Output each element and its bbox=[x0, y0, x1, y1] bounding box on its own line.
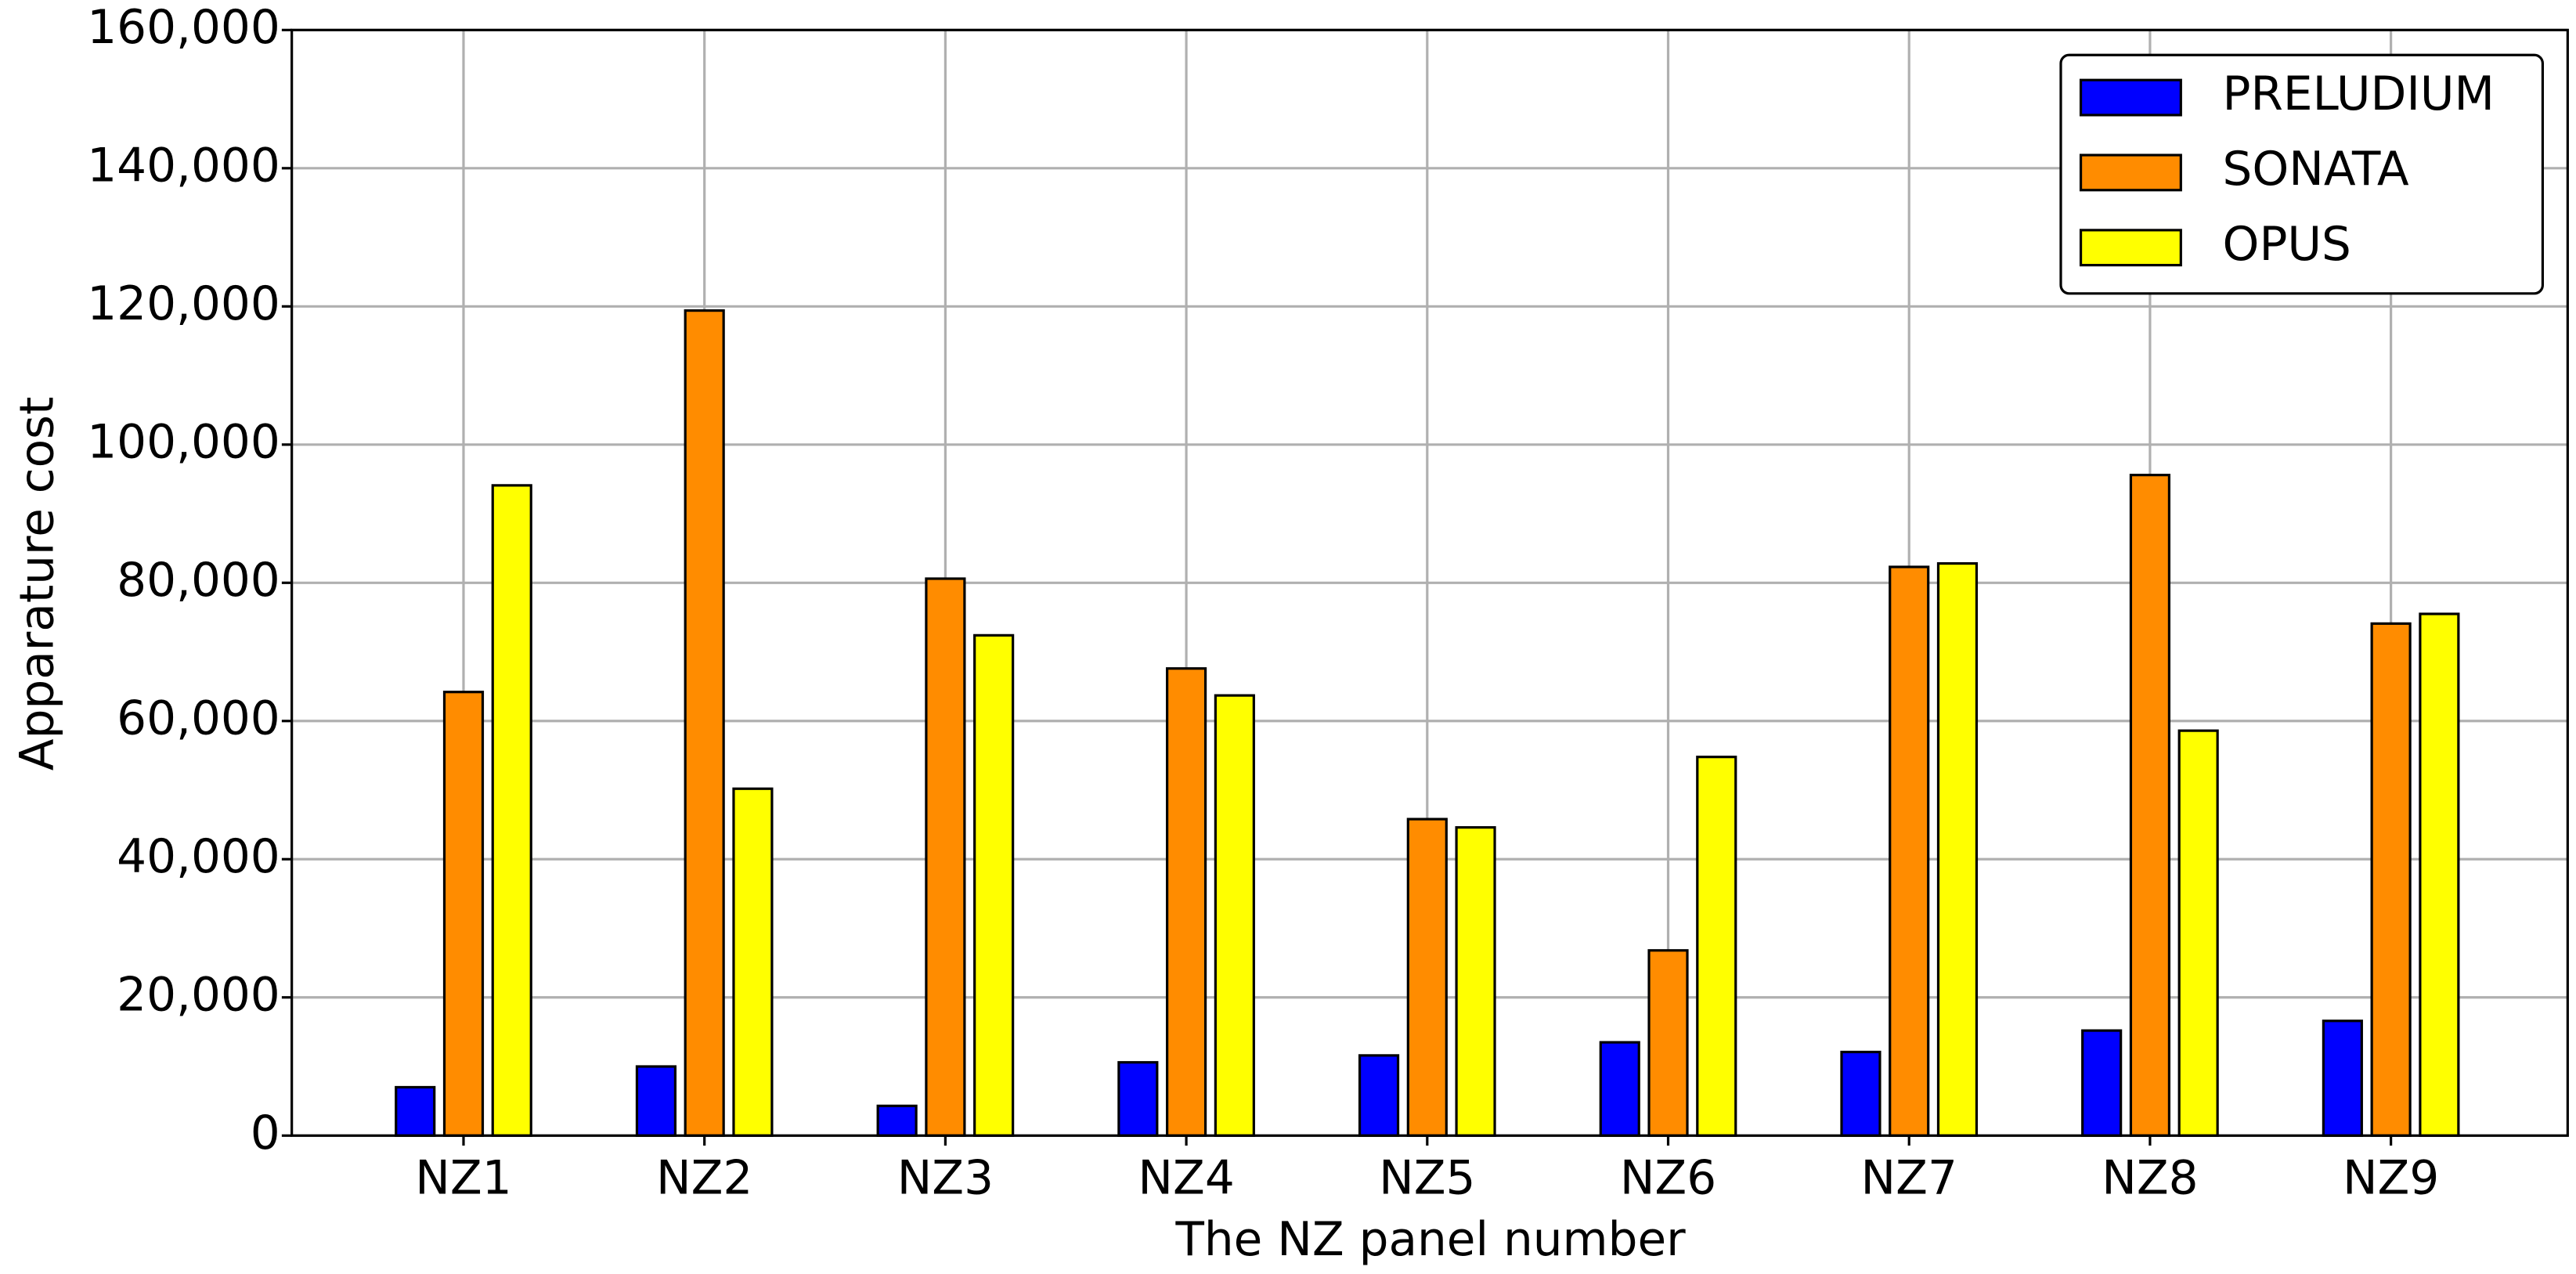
bar bbox=[2419, 612, 2460, 1137]
bar bbox=[2322, 1020, 2363, 1137]
y-tick-label: 40,000 bbox=[117, 830, 280, 884]
bar bbox=[1599, 1041, 1640, 1137]
bar bbox=[1406, 817, 1448, 1137]
x-tick-label: NZ7 bbox=[1861, 1151, 1957, 1205]
bar bbox=[1166, 667, 1207, 1137]
bar bbox=[1840, 1050, 1881, 1137]
x-tick-label: NZ5 bbox=[1379, 1151, 1475, 1205]
bar bbox=[973, 633, 1015, 1137]
bar bbox=[1936, 561, 1979, 1137]
bar bbox=[1455, 826, 1496, 1137]
y-tick-label: 60,000 bbox=[117, 691, 280, 745]
x-axis-label: The NZ panel number bbox=[1174, 1213, 1686, 1267]
legend-label: SONATA bbox=[2223, 143, 2409, 197]
bar bbox=[684, 309, 725, 1137]
x-tick-label: NZ4 bbox=[1138, 1151, 1234, 1205]
plot-frame bbox=[290, 28, 2569, 1137]
x-tick-label: NZ2 bbox=[656, 1151, 752, 1205]
x-tick-label: NZ1 bbox=[415, 1151, 511, 1205]
x-tick-label: NZ6 bbox=[1620, 1151, 1716, 1205]
y-tick-label: 140,000 bbox=[87, 139, 280, 193]
y-tick-label: 100,000 bbox=[87, 415, 280, 469]
bar bbox=[2129, 474, 2171, 1137]
bar bbox=[1889, 565, 1930, 1137]
bar bbox=[491, 484, 532, 1137]
bar bbox=[442, 691, 485, 1137]
bar bbox=[2370, 622, 2412, 1137]
bar bbox=[1358, 1054, 1400, 1137]
legend-swatch bbox=[2079, 153, 2182, 192]
legend-label: OPUS bbox=[2223, 218, 2351, 272]
y-axis-label: Apparature cost bbox=[11, 397, 65, 771]
bar bbox=[876, 1104, 918, 1137]
legend: PRELUDIUM SONATA OPUS bbox=[2059, 53, 2545, 295]
bar bbox=[732, 787, 774, 1137]
legend-swatch bbox=[2079, 229, 2182, 267]
bar bbox=[2081, 1029, 2123, 1137]
y-tick-label: 120,000 bbox=[87, 277, 280, 331]
bar bbox=[1117, 1061, 1159, 1137]
bar bbox=[1214, 694, 1255, 1137]
y-tick-label: 0 bbox=[251, 1106, 280, 1160]
bar bbox=[2177, 729, 2219, 1137]
y-tick-label: 80,000 bbox=[117, 554, 280, 608]
legend-label: PRELUDIUM bbox=[2223, 67, 2495, 121]
x-tick-label: NZ9 bbox=[2343, 1151, 2439, 1205]
bar bbox=[1696, 756, 1737, 1137]
legend-swatch bbox=[2079, 78, 2182, 117]
bar bbox=[1647, 949, 1689, 1137]
bar bbox=[635, 1065, 677, 1137]
bar bbox=[395, 1085, 436, 1137]
y-tick-label: 20,000 bbox=[117, 968, 280, 1022]
bar bbox=[925, 577, 966, 1137]
x-tick-label: NZ8 bbox=[2102, 1151, 2198, 1205]
y-tick-label: 160,000 bbox=[87, 1, 280, 55]
x-tick-label: NZ3 bbox=[897, 1151, 994, 1205]
